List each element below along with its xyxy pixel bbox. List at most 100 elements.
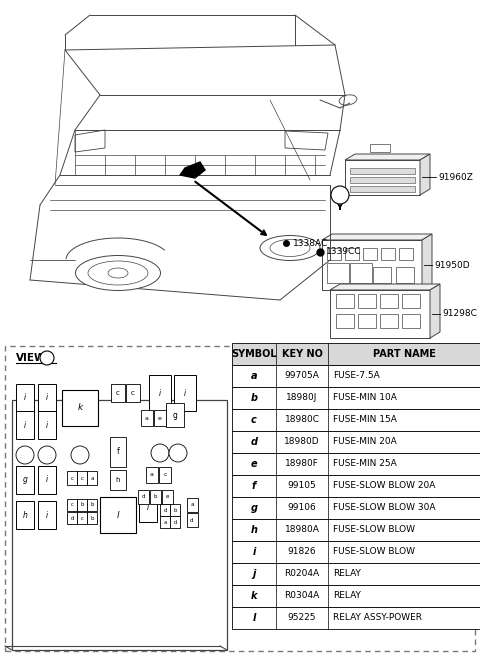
Text: 18980D: 18980D [284,438,320,447]
Text: b: b [153,495,157,499]
Text: h: h [23,510,27,520]
Ellipse shape [38,446,56,464]
Bar [373,267,391,283]
Bar [187,498,197,512]
Bar [110,437,126,467]
Text: R0304A: R0304A [284,592,320,600]
Text: h: h [251,525,257,535]
Text: 18980C: 18980C [285,415,320,424]
Bar [399,248,413,260]
Bar [174,375,196,411]
Text: FUSE-SLOW BLOW 20A: FUSE-SLOW BLOW 20A [333,482,435,491]
Text: a: a [90,476,94,480]
Text: c: c [131,390,135,396]
Bar [126,384,140,402]
Text: R0204A: R0204A [285,569,320,579]
Bar [232,585,480,607]
Text: c: c [81,516,84,520]
Bar [161,490,172,504]
Bar [16,384,34,412]
Text: 91298C: 91298C [442,310,477,319]
Bar [187,513,197,527]
Bar [350,263,372,283]
Bar [16,411,34,439]
Bar [381,248,395,260]
Ellipse shape [260,236,320,260]
Bar [232,365,480,387]
Bar [67,512,77,524]
Bar [77,512,87,524]
Text: i: i [46,476,48,485]
Text: c: c [163,472,167,478]
Bar [154,410,166,426]
Text: 99705A: 99705A [285,371,319,380]
Bar [170,504,180,516]
Ellipse shape [75,255,160,291]
Text: a: a [163,520,167,525]
Polygon shape [75,130,105,152]
Text: d: d [70,516,74,520]
Bar [67,471,77,485]
Text: k: k [251,591,257,601]
Ellipse shape [339,95,357,105]
Polygon shape [422,234,432,290]
Text: 18980F: 18980F [285,459,319,468]
Bar [62,390,98,426]
Bar [16,501,34,529]
Text: c: c [71,502,73,508]
Bar [380,294,398,308]
Bar [358,294,376,308]
Bar [327,248,341,260]
Text: 91960Z: 91960Z [438,173,473,182]
Text: 1338AC: 1338AC [293,239,328,247]
Bar [232,431,480,453]
Text: e: e [165,495,168,499]
Bar [232,453,480,475]
Text: d: d [251,437,257,447]
Bar [322,240,422,290]
Text: b: b [80,502,84,508]
Text: k: k [77,403,83,413]
Bar [170,516,180,528]
Bar [77,499,87,511]
Text: d: d [141,495,145,499]
Text: j: j [252,569,256,579]
Bar [149,490,160,504]
Bar [38,501,56,529]
Text: 1339CC: 1339CC [326,247,361,256]
Text: VIEW: VIEW [16,353,47,363]
Text: e: e [158,415,162,420]
Bar [370,144,390,152]
Text: RELAY: RELAY [333,592,361,600]
Polygon shape [430,284,440,338]
Bar [166,403,184,427]
Bar [350,168,415,174]
Bar [358,314,376,328]
Text: i: i [46,394,48,403]
Bar [327,263,349,283]
Text: A: A [44,354,50,363]
Text: a: a [190,502,194,508]
Text: 95225: 95225 [288,613,316,623]
Bar [87,499,97,511]
Text: e: e [251,459,257,469]
Bar [38,384,56,412]
Text: b: b [90,516,94,520]
Text: FUSE-SLOW BLOW: FUSE-SLOW BLOW [333,548,415,556]
Text: 99105: 99105 [288,482,316,491]
Bar [396,267,414,283]
Bar [159,467,171,483]
Text: d: d [163,508,167,512]
Bar [402,294,420,308]
Text: FUSE-MIN 15A: FUSE-MIN 15A [333,415,397,424]
Bar [67,499,77,511]
Text: FUSE-MIN 20A: FUSE-MIN 20A [333,438,397,447]
Bar [402,314,420,328]
Polygon shape [420,154,430,195]
Bar [345,248,359,260]
Bar [16,466,34,494]
Text: d: d [190,518,194,522]
Text: i: i [46,420,48,430]
Text: g: g [23,476,27,485]
Bar [87,512,97,524]
